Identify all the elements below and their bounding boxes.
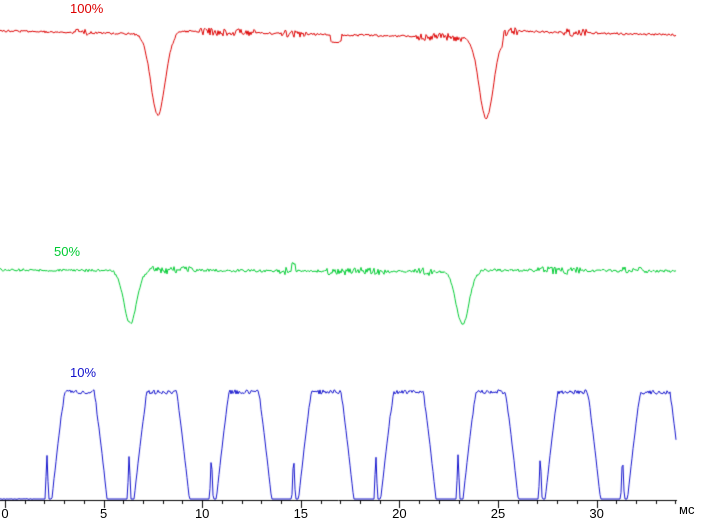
x-tick-label: 10	[194, 506, 210, 521]
x-tick-label: 20	[392, 506, 407, 521]
x-tick-label: 5	[99, 506, 108, 521]
x-tick-label: 25	[490, 506, 506, 521]
x-axis-unit-label: мс	[679, 502, 695, 517]
x-tick-label: 0	[1, 506, 9, 521]
series-label-10-percent: 10%	[70, 365, 97, 380]
series-label-50-percent: 50%	[54, 244, 81, 259]
x-tick-label: 15	[293, 506, 309, 521]
series-label-100-percent: 100%	[70, 1, 104, 16]
x-tick-label: 30	[589, 506, 604, 521]
